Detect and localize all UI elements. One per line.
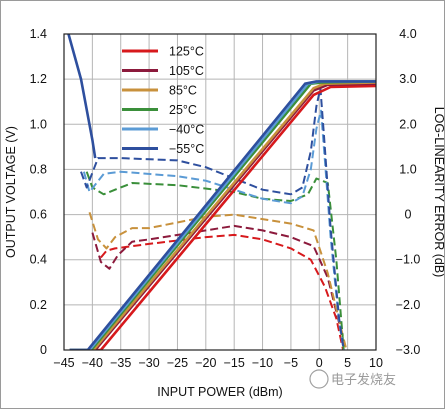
y-tick-label: 1.2 — [30, 72, 47, 86]
x-tick-label: −35 — [110, 356, 131, 370]
watermark-text: 电子发烧友 — [331, 372, 396, 387]
y-tick-label: 0.6 — [30, 208, 47, 222]
x-tick-label: −45 — [53, 356, 74, 370]
y2-axis-title: LOG-LINEARITY ERROR (dB) — [432, 107, 444, 278]
y2-tick-label: −3.0 — [396, 343, 421, 357]
y2-tick-label: 1.0 — [399, 162, 416, 176]
x-axis-title: INPUT POWER (dBm) — [157, 385, 282, 399]
data-series — [67, 34, 376, 350]
legend-label: 105°C — [169, 64, 204, 78]
voltage-line-0 — [69, 84, 376, 350]
error-line-5 — [80, 87, 345, 350]
voltage-line-1 — [69, 82, 376, 350]
y-tick-label: 1.4 — [30, 27, 47, 41]
watermark: 电子发烧友 — [309, 369, 396, 389]
y-tick-label: 0 — [40, 343, 47, 357]
y-tick-label: 0.4 — [30, 253, 47, 267]
legend-label: −40°C — [169, 123, 204, 137]
y-tick-label: 0.8 — [30, 162, 47, 176]
legend-label: 125°C — [169, 45, 204, 59]
legend-label: 85°C — [169, 84, 197, 98]
error-line-0 — [100, 233, 345, 350]
x-tick-label: −5 — [284, 356, 298, 370]
y2-tick-label: 3.0 — [399, 72, 416, 86]
x-tick-label: −30 — [138, 356, 159, 370]
y2-tick-label: 2.0 — [399, 117, 416, 131]
error-line-1 — [91, 224, 346, 350]
x-tick-label: −10 — [252, 356, 273, 370]
y2-tick-label: −2.0 — [396, 298, 421, 312]
tick-labels: −45 −40 −35 −30 −25 −20 −15 −10 −5 0 5 10 0 0.2 0.4 0.6… — [30, 27, 421, 370]
y-tick-label: 0.2 — [30, 298, 47, 312]
y2-tick-label: 0 — [405, 208, 412, 222]
voltage-line-3 — [69, 80, 376, 350]
voltage-line-2 — [69, 81, 376, 350]
legend-label: 25°C — [169, 103, 197, 117]
x-tick-label: −40 — [82, 356, 103, 370]
y-tick-label: 1.0 — [30, 117, 47, 131]
plot-border — [63, 33, 377, 351]
x-tick-label: −20 — [195, 356, 216, 370]
y2-tick-label: −1.0 — [396, 253, 421, 267]
voltage-line-4 — [69, 80, 376, 350]
legend: 125°C 105°C 85°C 25°C −40°C −55°C — [122, 45, 204, 156]
low-power-segment — [67, 34, 97, 159]
x-tick-label: 0 — [316, 356, 323, 370]
legend-label: −55°C — [169, 142, 204, 156]
y-axis-title: OUTPUT VOLTAGE (V) — [4, 126, 18, 258]
y2-tick-label: 4.0 — [399, 27, 416, 41]
voltage-line-5 — [69, 80, 376, 350]
x-tick-label: −25 — [167, 356, 188, 370]
x-tick-label: 5 — [344, 356, 351, 370]
x-tick-label: −15 — [224, 356, 245, 370]
error-line-2 — [88, 212, 348, 350]
x-tick-label: 10 — [369, 356, 383, 370]
